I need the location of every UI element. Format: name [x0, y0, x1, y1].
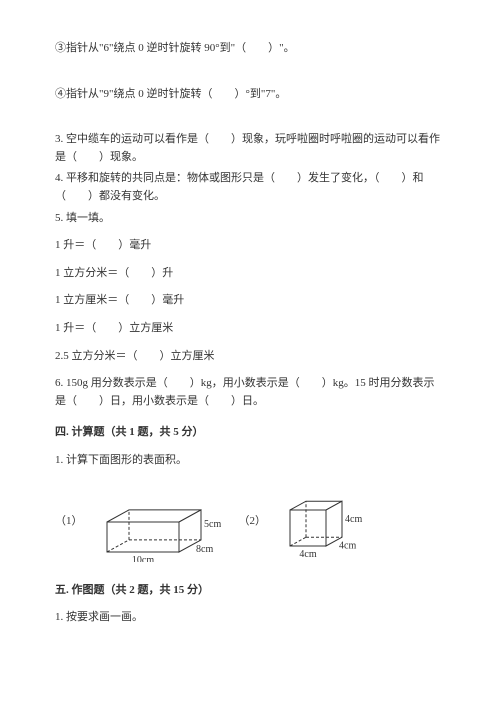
question-5-3: 1 立方厘米＝（ ）毫升	[55, 292, 445, 310]
section-4-q1: 1. 计算下面图形的表面积。	[55, 452, 445, 470]
question-5-2: 1 立方分米＝（ ）升	[55, 265, 445, 283]
svg-text:4cm: 4cm	[345, 514, 362, 525]
question-5-5: 2.5 立方分米＝（ ）立方厘米	[55, 348, 445, 366]
figure-row: （1） 10cm 8cm 5cm （2） 4cm 4cm 4cm	[55, 482, 445, 562]
question-5-1: 1 升＝（ ）毫升	[55, 237, 445, 255]
question-6: 6. 150g 用分数表示是（ ）kg，用小数表示是（ ）kg。15 时用分数表…	[55, 375, 445, 410]
svg-text:8cm: 8cm	[196, 543, 213, 554]
question-3: 3. 空中缆车的运动可以看作是（ ）现象，玩呼啦圈时呼啦圈的运动可以看作是（ ）…	[55, 131, 445, 166]
cuboid-figure: 10cm 8cm 5cm	[101, 482, 221, 562]
question-3-circled: ③指针从"6"绕点 0 逆时针旋转 90°到"（ ）"。	[55, 40, 445, 58]
svg-text:5cm: 5cm	[204, 518, 221, 529]
question-5-title: 5. 填一填。	[55, 210, 445, 228]
question-4-circled: ④指针从"9"绕点 0 逆时针旋转（ ）°到"7"。	[55, 86, 445, 104]
question-4: 4. 平移和旋转的共同点是：物体或图形只是（ ）发生了变化，（ ）和（ ）都没有…	[55, 170, 445, 205]
cube-figure: 4cm 4cm 4cm	[284, 484, 374, 562]
fig2-label: （2）	[239, 513, 267, 531]
svg-text:4cm: 4cm	[299, 549, 316, 560]
section-5-title: 五. 作图题（共 2 题，共 15 分）	[55, 582, 445, 600]
section-5-q1: 1. 按要求画一画。	[55, 609, 445, 627]
question-5-4: 1 升＝（ ）立方厘米	[55, 320, 445, 338]
svg-text:10cm: 10cm	[131, 555, 153, 562]
fig1-label: （1）	[55, 513, 83, 531]
svg-text:4cm: 4cm	[339, 540, 356, 551]
section-4-title: 四. 计算题（共 1 题，共 5 分）	[55, 424, 445, 442]
